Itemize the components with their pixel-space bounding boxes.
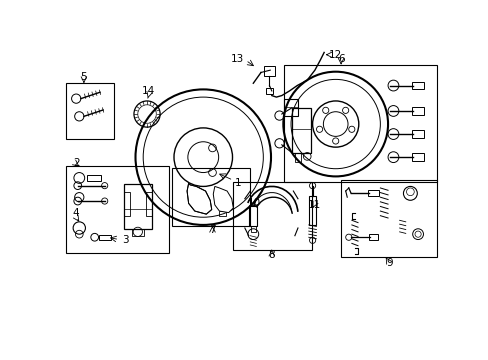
Bar <box>250 226 255 232</box>
Text: 8: 8 <box>268 250 275 260</box>
Bar <box>66 166 168 253</box>
Bar <box>284 65 436 182</box>
Bar <box>123 184 151 229</box>
Text: 10: 10 <box>248 198 261 208</box>
Bar <box>131 229 143 237</box>
Text: 11: 11 <box>307 200 321 210</box>
Text: 3: 3 <box>122 235 128 244</box>
Bar <box>367 190 378 197</box>
Bar <box>171 168 250 226</box>
Bar <box>291 108 310 153</box>
Bar <box>219 211 225 216</box>
Text: 1: 1 <box>234 178 241 188</box>
Bar <box>265 88 273 94</box>
Bar <box>368 234 377 240</box>
Bar <box>87 175 101 181</box>
Bar <box>249 206 257 226</box>
Text: 12: 12 <box>328 50 342 60</box>
Text: 4: 4 <box>73 208 80 217</box>
Polygon shape <box>213 186 233 213</box>
Bar <box>99 235 111 239</box>
Text: 7: 7 <box>209 225 215 235</box>
Polygon shape <box>187 183 211 214</box>
Bar <box>411 153 424 161</box>
Bar <box>341 180 436 257</box>
Text: 6: 6 <box>337 54 344 64</box>
Bar <box>264 66 274 76</box>
Bar <box>411 107 424 115</box>
Text: 5: 5 <box>81 72 87 82</box>
Bar <box>233 182 311 249</box>
Text: 9: 9 <box>386 258 392 267</box>
Text: 13: 13 <box>231 54 244 64</box>
Bar <box>411 82 424 89</box>
Bar <box>308 195 316 225</box>
Bar <box>411 130 424 138</box>
Bar <box>123 192 130 216</box>
Bar <box>145 192 151 216</box>
Bar <box>66 83 114 139</box>
Text: 2: 2 <box>73 158 80 167</box>
Text: 14: 14 <box>142 86 155 96</box>
Bar <box>294 153 301 162</box>
Bar <box>284 99 297 116</box>
